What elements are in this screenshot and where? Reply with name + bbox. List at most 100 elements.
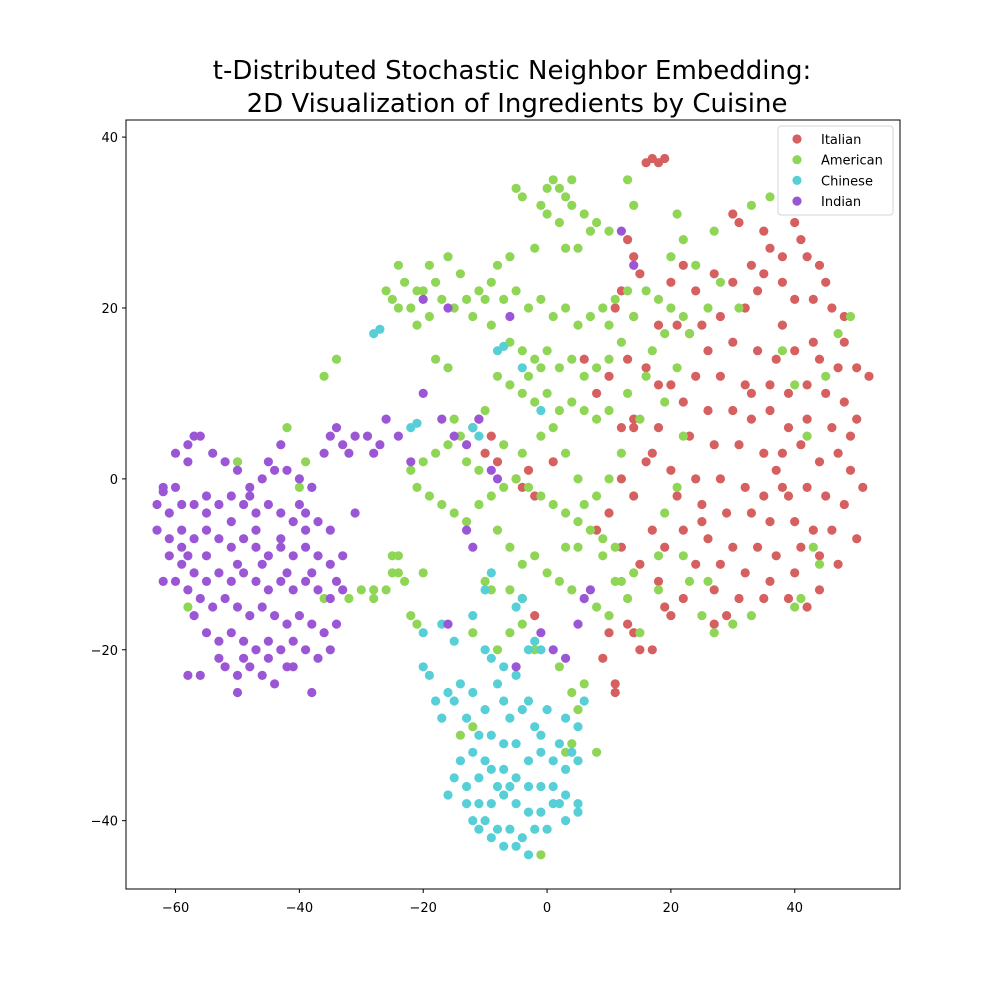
point-indian: [164, 534, 174, 544]
point-american: [492, 260, 503, 270]
point-italian: [839, 397, 849, 407]
point-italian: [629, 423, 639, 433]
point-italian: [808, 337, 818, 347]
point-american: [542, 183, 552, 193]
point-indian: [183, 585, 193, 595]
point-american: [530, 551, 540, 561]
point-chinese: [431, 696, 441, 706]
point-indian: [257, 559, 267, 569]
point-italian: [629, 252, 639, 262]
point-chinese: [505, 824, 515, 834]
legend-label-italian: Italian: [821, 133, 861, 148]
point-italian: [833, 363, 843, 373]
point-chinese: [480, 705, 490, 715]
point-italian: [783, 423, 794, 433]
point-indian: [220, 457, 230, 467]
point-american: [387, 294, 397, 304]
point-italian: [759, 448, 769, 458]
point-american: [492, 645, 503, 655]
point-italian: [753, 346, 763, 356]
point-italian: [709, 619, 719, 629]
point-american: [536, 431, 546, 441]
point-american: [616, 337, 627, 347]
point-italian: [814, 260, 825, 270]
point-chinese: [480, 816, 490, 826]
point-american: [653, 294, 664, 304]
point-italian: [728, 277, 738, 287]
point-italian: [635, 269, 645, 279]
point-indian: [263, 499, 273, 510]
point-italian: [734, 440, 744, 450]
point-chinese: [517, 705, 527, 715]
point-american: [282, 423, 292, 433]
point-indian: [195, 670, 205, 681]
point-italian: [746, 508, 757, 518]
point-chinese: [486, 799, 496, 809]
point-chinese: [468, 423, 478, 433]
point-indian: [350, 431, 360, 441]
point-indian: [468, 542, 478, 552]
point-indian: [214, 499, 224, 510]
point-italian: [852, 414, 862, 424]
point-american: [629, 311, 639, 322]
point-american: [765, 192, 775, 202]
point-indian: [220, 593, 230, 604]
plot-frame: [125, 119, 901, 890]
point-american: [393, 303, 403, 313]
point-american: [462, 517, 472, 527]
legend-marker-chinese: [792, 175, 802, 185]
point-american: [455, 730, 465, 740]
point-italian: [827, 525, 837, 535]
point-chinese: [474, 730, 484, 740]
point-italian: [697, 320, 707, 330]
point-american: [610, 576, 620, 587]
point-indian: [375, 440, 385, 450]
point-italian: [821, 388, 831, 398]
point-italian: [814, 551, 825, 561]
point-chinese: [375, 324, 385, 334]
point-indian: [170, 482, 181, 492]
point-italian: [610, 679, 620, 689]
point-chinese: [523, 696, 534, 706]
point-indian: [437, 414, 447, 424]
point-italian: [647, 448, 657, 458]
point-italian: [715, 474, 726, 484]
point-italian: [827, 423, 837, 433]
point-indian: [183, 457, 193, 467]
point-chinese: [499, 662, 509, 672]
point-american: [480, 405, 490, 416]
point-american: [715, 277, 726, 287]
point-american: [412, 482, 422, 492]
point-italian: [610, 303, 620, 313]
point-chinese: [548, 781, 558, 792]
point-chinese: [561, 713, 571, 723]
point-chinese: [480, 585, 490, 595]
point-indian: [245, 491, 255, 501]
point-chinese: [499, 341, 509, 351]
point-chinese: [523, 645, 534, 655]
point-italian: [610, 687, 620, 698]
point-indian: [152, 499, 162, 510]
point-italian: [548, 457, 558, 467]
point-chinese: [505, 713, 515, 723]
point-italian: [802, 482, 812, 492]
point-american: [666, 252, 676, 262]
point-indian: [462, 525, 472, 535]
point-indian: [294, 474, 304, 484]
point-american: [579, 371, 589, 381]
point-italian: [660, 542, 670, 552]
point-indian: [183, 440, 193, 450]
point-italian: [759, 269, 769, 279]
point-american: [530, 243, 540, 253]
point-american: [517, 346, 527, 356]
point-indian: [195, 593, 205, 604]
point-american: [536, 850, 546, 860]
point-italian: [852, 534, 862, 544]
point-american: [301, 457, 311, 467]
point-american: [548, 175, 558, 185]
point-indian: [629, 260, 639, 270]
point-italian: [647, 525, 657, 535]
point-italian: [765, 380, 775, 390]
point-american: [517, 192, 527, 202]
point-indian: [226, 491, 236, 501]
